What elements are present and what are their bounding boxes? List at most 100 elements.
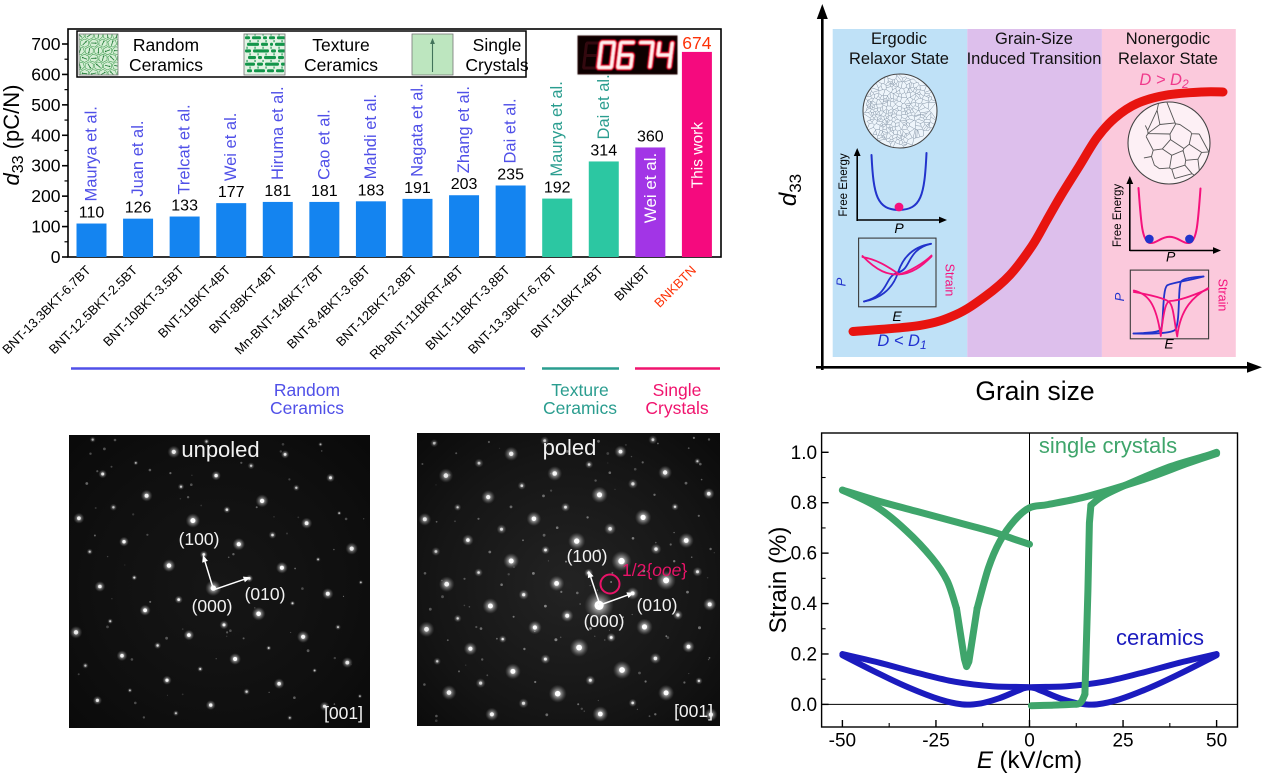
svg-text:Crystals: Crystals (465, 55, 528, 75)
svg-text:(010): (010) (637, 595, 678, 615)
svg-text:0.2: 0.2 (791, 644, 817, 665)
svg-text:E: E (1164, 336, 1174, 352)
svg-text:poled: poled (543, 435, 597, 460)
svg-text:133: 133 (171, 198, 198, 215)
svg-text:Ceramics: Ceramics (304, 55, 378, 75)
svg-text:Grain size: Grain size (975, 376, 1094, 406)
svg-text:BNT-8.4BKT-3.6BT: BNT-8.4BKT-3.6BT (284, 262, 373, 351)
svg-text:E (kV/cm): E (kV/cm) (977, 747, 1082, 774)
svg-text:P: P (894, 220, 904, 236)
svg-text:P: P (834, 277, 849, 286)
svg-text:-25: -25 (922, 731, 949, 752)
svg-text:200: 200 (31, 186, 60, 206)
svg-text:Dai et al.: Dai et al. (595, 74, 613, 139)
svg-text:Random: Random (133, 35, 199, 55)
svg-text:d33 (pC/N): d33 (pC/N) (0, 85, 27, 186)
svg-text:183: 183 (358, 182, 385, 199)
svg-text:(000): (000) (584, 611, 625, 631)
svg-text:Ergodic: Ergodic (871, 30, 927, 48)
svg-text:ceramics: ceramics (1116, 625, 1204, 650)
svg-text:Maurya et al.: Maurya et al. (548, 81, 566, 176)
svg-text:P: P (1112, 292, 1127, 301)
svg-text:BNLT-11BKT-3.8BT: BNLT-11BKT-3.8BT (422, 262, 513, 353)
svg-text:600: 600 (31, 64, 60, 84)
svg-text:This work: This work (689, 122, 706, 189)
svg-text:0.8: 0.8 (791, 493, 817, 514)
svg-text:single crystals: single crystals (1039, 433, 1177, 458)
svg-text:Ceramics: Ceramics (129, 55, 203, 75)
svg-text:Free Energy: Free Energy (1112, 184, 1124, 248)
svg-text:Dai et al.: Dai et al. (502, 98, 520, 163)
svg-text:Maurya et al.: Maurya et al. (83, 106, 101, 201)
svg-text:Wei et al.: Wei et al. (641, 153, 660, 224)
svg-text:Single: Single (473, 35, 522, 55)
svg-text:Single: Single (653, 380, 702, 400)
svg-text:Ceramics: Ceramics (543, 398, 617, 418)
svg-text:0.6: 0.6 (791, 544, 817, 565)
svg-text:Zhang et al.: Zhang et al. (455, 86, 473, 173)
svg-text:[001]: [001] (674, 701, 713, 721)
svg-text:500: 500 (31, 95, 60, 115)
svg-text:Mn-BNT-14BKT-7BT: Mn-BNT-14BKT-7BT (232, 262, 327, 357)
svg-text:181: 181 (311, 183, 338, 200)
svg-text:P: P (1166, 249, 1176, 265)
svg-text:D < D1: D < D1 (877, 332, 926, 352)
svg-text:(100): (100) (567, 546, 608, 566)
svg-text:0.4: 0.4 (791, 594, 818, 615)
svg-text:(000): (000) (192, 596, 233, 616)
svg-text:Nonergodic: Nonergodic (1126, 30, 1210, 48)
svg-text:-50: -50 (829, 731, 856, 752)
svg-text:BNKBTN: BNKBTN (651, 263, 699, 311)
svg-text:700: 700 (31, 34, 60, 54)
svg-text:400: 400 (31, 125, 60, 145)
svg-text:203: 203 (451, 176, 478, 193)
svg-text:Strain: Strain (943, 264, 957, 297)
svg-text:300: 300 (31, 156, 60, 176)
svg-text:Mahdi et al.: Mahdi et al. (362, 94, 380, 179)
svg-text:Trelcat et al.: Trelcat et al. (176, 104, 194, 194)
svg-text:Texture: Texture (551, 380, 608, 400)
svg-text:110: 110 (79, 205, 105, 222)
svg-text:181: 181 (264, 183, 291, 200)
svg-text:0: 0 (1024, 731, 1035, 752)
svg-text:Relaxor State: Relaxor State (849, 50, 949, 68)
svg-text:Juan et al.: Juan et al. (129, 121, 147, 197)
svg-text:BNT-12.5BKT-2.5BT: BNT-12.5BKT-2.5BT (46, 262, 140, 356)
svg-text:[001]: [001] (324, 703, 363, 723)
svg-text:Cao et al.: Cao et al. (315, 109, 333, 180)
svg-text:Texture: Texture (312, 35, 369, 55)
svg-text:Hiruma et al.: Hiruma et al. (269, 86, 287, 180)
svg-text:BNT-13.3BKT-6.7BT: BNT-13.3BKT-6.7BT (465, 262, 559, 356)
svg-text:1/2{ooe}: 1/2{ooe} (622, 560, 687, 580)
svg-text:0: 0 (51, 247, 61, 267)
svg-text:50: 50 (1206, 731, 1227, 752)
svg-text:BNT-12BKT-2.8BT: BNT-12BKT-2.8BT (333, 262, 420, 349)
svg-text:0.0: 0.0 (791, 695, 817, 716)
svg-text:177: 177 (218, 184, 245, 201)
svg-text:BNT-10BKT-3.5BT: BNT-10BKT-3.5BT (100, 262, 187, 349)
svg-text:Relaxor State: Relaxor State (1118, 50, 1218, 68)
svg-text:25: 25 (1112, 731, 1133, 752)
svg-text:126: 126 (125, 200, 152, 217)
svg-text:unpoled: unpoled (181, 437, 259, 462)
svg-text:Ceramics: Ceramics (270, 398, 344, 418)
svg-text:(010): (010) (245, 584, 286, 604)
svg-text:100: 100 (31, 217, 60, 237)
svg-text:BNT-13.3BKT-6.7BT: BNT-13.3BKT-6.7BT (0, 262, 94, 356)
svg-text:Induced Transition: Induced Transition (967, 50, 1102, 68)
svg-text:(100): (100) (179, 529, 220, 549)
svg-text:Strain (%): Strain (%) (765, 527, 792, 634)
svg-text:Nagata et al.: Nagata et al. (408, 83, 426, 177)
svg-text:Strain: Strain (1216, 279, 1230, 312)
svg-text:Random: Random (274, 380, 340, 400)
svg-text:314: 314 (590, 142, 617, 159)
svg-text:d33: d33 (775, 174, 805, 206)
svg-text:BNKBT: BNKBT (611, 262, 652, 303)
svg-text:Free Energy: Free Energy (838, 153, 850, 217)
svg-text:Wei et al.: Wei et al. (222, 113, 240, 181)
svg-text:235: 235 (497, 166, 524, 183)
svg-text:Grain-Size: Grain-Size (995, 30, 1073, 48)
svg-text:192: 192 (544, 180, 571, 197)
svg-text:674: 674 (682, 33, 711, 53)
svg-text:191: 191 (404, 180, 431, 197)
